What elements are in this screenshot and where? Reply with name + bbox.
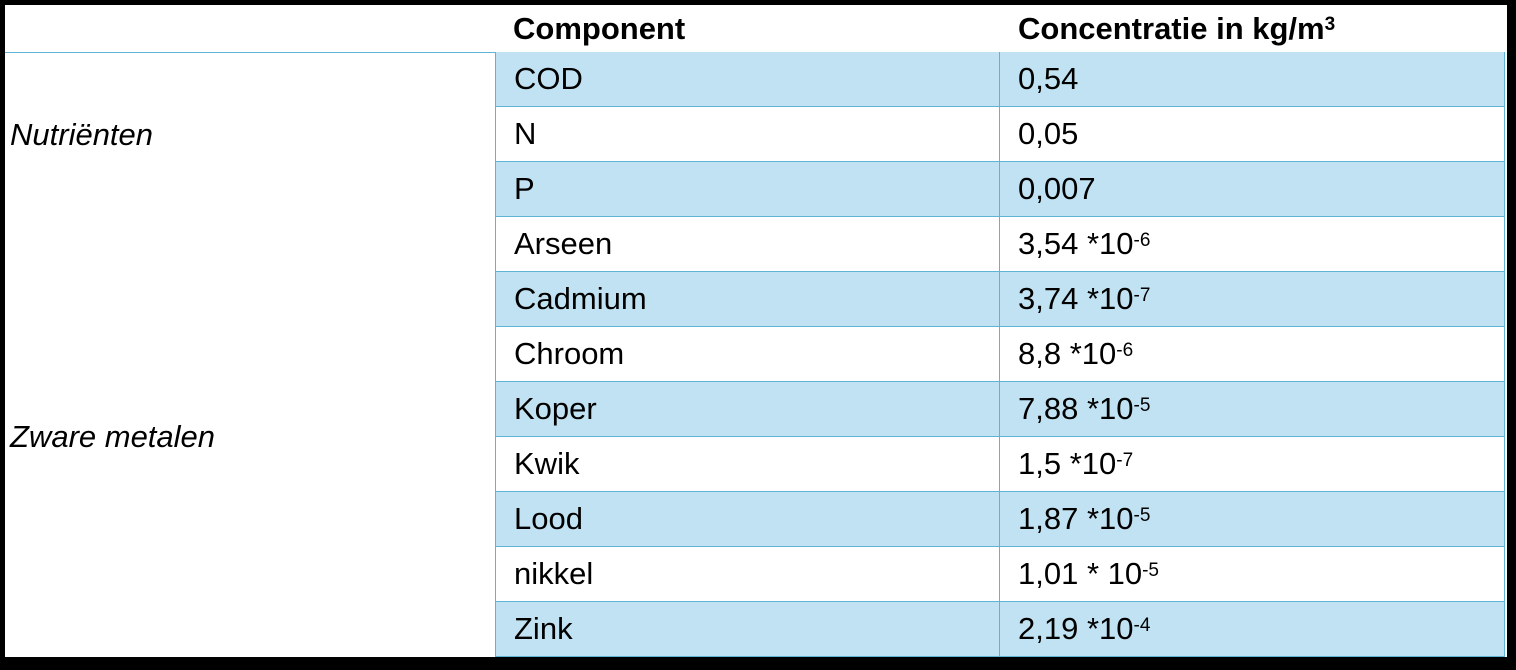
group-cell: Zware metalen	[5, 217, 495, 657]
component-text: N	[514, 116, 537, 151]
value-cell: 0,007	[999, 162, 1505, 217]
table: Component Concentratie in kg/m 3 COD 0,54 N…	[5, 5, 1507, 657]
component-cell: nikkel	[495, 547, 1000, 602]
component-cell: COD	[495, 52, 1000, 107]
component-text: Kwik	[514, 446, 580, 481]
group-cell: Nutriënten	[5, 52, 495, 217]
component-text: nikkel	[514, 556, 594, 591]
value-cell: 1,5 *10 -7	[999, 437, 1505, 492]
value-exponent: -5	[1133, 504, 1151, 526]
group-label: Zware metalen	[10, 419, 216, 454]
value-exponent: -7	[1133, 284, 1151, 306]
value-cell: 3,54 *10 -6	[999, 217, 1505, 272]
value-cell: 0,54	[999, 52, 1505, 107]
group-label: Nutriënten	[10, 116, 154, 152]
value-text: 8,8 *10	[1018, 336, 1117, 371]
value-cell: 1,87 *10 -5	[999, 492, 1505, 547]
header-text: Component	[513, 10, 686, 46]
value-cell: 8,8 *10 -6	[999, 327, 1505, 382]
value-text: 0,007	[1018, 171, 1096, 206]
value-cell: 2,19 *10 -4	[999, 602, 1505, 657]
header-text: Concentratie in kg/m	[1018, 10, 1325, 46]
value-text: 2,19 *10	[1018, 611, 1134, 646]
value-text: 3,74 *10	[1018, 281, 1134, 316]
value-text: 0,54	[1018, 61, 1079, 96]
component-text: Koper	[514, 391, 597, 426]
value-text: 1,01 * 10	[1018, 556, 1143, 591]
component-text: Arseen	[514, 226, 613, 261]
value-cell: 0,05	[999, 107, 1505, 162]
component-text: Cadmium	[514, 281, 647, 316]
value-exponent: -6	[1133, 229, 1151, 251]
value-text: 1,5 *10	[1018, 446, 1117, 481]
value-text: 1,87 *10	[1018, 501, 1134, 536]
value-text: 7,88 *10	[1018, 391, 1134, 426]
component-cell: P	[495, 162, 1000, 217]
value-exponent: -7	[1116, 449, 1134, 471]
component-cell: Arseen	[495, 217, 1000, 272]
value-cell: 3,74 *10 -7	[999, 272, 1505, 327]
value-text: 3,54 *10	[1018, 226, 1134, 261]
component-text: Lood	[514, 501, 583, 536]
component-text: Zink	[514, 611, 573, 646]
component-cell: Koper	[495, 382, 1000, 437]
component-cell: N	[495, 107, 1000, 162]
header-sup: 3	[1324, 14, 1336, 35]
value-text: 0,05	[1018, 116, 1079, 151]
value-exponent: -5	[1142, 559, 1160, 581]
component-cell: Cadmium	[495, 272, 1000, 327]
component-text: Chroom	[514, 336, 625, 371]
value-cell: 7,88 *10 -5	[999, 382, 1505, 437]
value-exponent: -6	[1116, 339, 1134, 361]
value-exponent: -5	[1133, 394, 1151, 416]
component-text: COD	[514, 61, 583, 96]
value-exponent: -4	[1133, 614, 1151, 636]
component-text: P	[514, 171, 535, 206]
header-cell: Concentratie in kg/m 3	[1000, 5, 1505, 52]
component-cell: Lood	[495, 492, 1000, 547]
component-cell: Kwik	[495, 437, 1000, 492]
value-cell: 1,01 * 10 -5	[999, 547, 1505, 602]
component-cell: Chroom	[495, 327, 1000, 382]
header-cell: Component	[495, 5, 1000, 52]
component-cell: Zink	[495, 602, 1000, 657]
